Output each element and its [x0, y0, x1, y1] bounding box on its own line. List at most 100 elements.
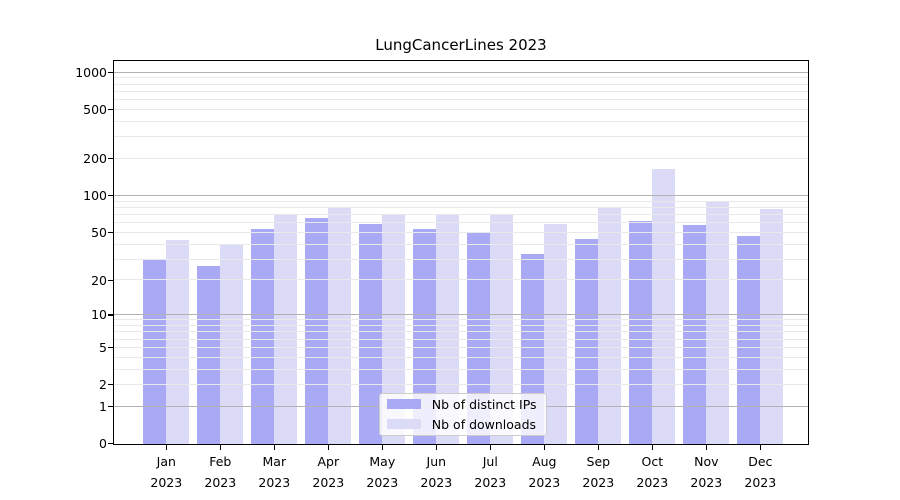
bar-ips-sep [574, 239, 599, 444]
y-tick-label: 1 [99, 399, 107, 415]
y-tick-mark [107, 384, 114, 386]
minor-gridline [114, 338, 808, 340]
minor-gridline [114, 222, 808, 224]
bar-ips-may [358, 224, 383, 444]
y-tick-label: 20 [91, 272, 107, 288]
x-tick-mark [165, 445, 167, 450]
bar-downloads-dec [760, 209, 784, 444]
x-tick-month: Jul [482, 454, 498, 469]
x-tick-label: Aug 2023 [517, 451, 571, 493]
x-tick-mark [327, 445, 329, 450]
legend-entry-downloads: Nb of downloads [386, 416, 539, 432]
x-tick-mark [759, 445, 761, 450]
chart-title: LungCancerLines 2023 [375, 36, 547, 54]
bar-downloads-jul [490, 213, 514, 444]
minor-gridline [114, 231, 808, 233]
x-tick-year: 2023 [150, 475, 183, 490]
minor-gridline [114, 158, 808, 160]
x-tick-month: May [369, 454, 396, 469]
plot-area: Nb of distinct IPs Nb of downloads [113, 60, 809, 445]
x-tick-label: Feb 2023 [193, 451, 247, 493]
x-tick-label: Sep 2023 [571, 451, 625, 493]
minor-gridline [114, 279, 808, 281]
y-tick-mark [107, 71, 114, 74]
x-tick-month: Feb [209, 454, 232, 469]
x-tick-year: 2023 [744, 475, 777, 490]
x-tick-label: Jul 2023 [463, 451, 517, 493]
x-tick-label: Nov 2023 [679, 451, 733, 493]
bar-downloads-nov [706, 202, 730, 444]
legend-entry-distinct-ips: Nb of distinct IPs [386, 396, 539, 412]
x-tick-month: Mar [262, 454, 287, 469]
y-tick-mark [107, 405, 114, 408]
legend-label-distinct-ips: Nb of distinct IPs [431, 396, 537, 412]
bar-downloads-oct [652, 168, 676, 444]
minor-gridline [114, 99, 808, 101]
legend: Nb of distinct IPs Nb of downloads [378, 392, 547, 436]
minor-gridline [114, 346, 808, 348]
minor-gridline [114, 206, 808, 208]
x-tick-year: 2023 [528, 475, 561, 490]
bar-downloads-may [382, 213, 406, 444]
minor-gridline [114, 120, 808, 122]
x-tick-month: Nov [694, 454, 719, 469]
y-tick-label: 2 [99, 377, 107, 393]
bar-ips-apr [304, 218, 329, 444]
y-tick-label: 5 [99, 340, 107, 355]
bar-downloads-feb [220, 244, 244, 444]
y-tick-mark [107, 231, 114, 234]
x-tick-month: Dec [748, 454, 773, 469]
x-tick-month: Aug [532, 454, 557, 469]
x-tick-year: 2023 [204, 475, 237, 490]
gridlines-layer [114, 61, 808, 444]
x-tick-year: 2023 [636, 475, 669, 490]
x-tick-year: 2023 [582, 475, 615, 490]
bar-downloads-jun [436, 215, 460, 444]
bar-downloads-mar [274, 214, 298, 444]
x-tick-mark [489, 445, 491, 450]
bar-ips-dec [736, 235, 761, 444]
x-tick-year: 2023 [474, 475, 507, 490]
x-tick-mark [435, 445, 437, 450]
bar-ips-mar [250, 229, 275, 444]
minor-gridline [114, 214, 808, 215]
minor-gridline [114, 331, 808, 333]
x-tick-label: Jan 2023 [139, 451, 193, 493]
minor-gridline [114, 108, 808, 110]
x-tick-mark [597, 445, 599, 450]
legend-label-downloads: Nb of downloads [431, 416, 537, 432]
minor-gridline [114, 83, 808, 85]
legend-swatch-distinct-ips [386, 399, 421, 410]
y-tick-mark [107, 314, 114, 316]
y-tick-label: 500 [83, 102, 107, 118]
major-gridline [114, 195, 808, 197]
x-tick-label: Apr 2023 [301, 451, 355, 493]
x-tick-year: 2023 [258, 475, 291, 490]
x-tick-mark [273, 445, 275, 450]
y-tick-label: 50 [91, 224, 107, 240]
y-tick-mark [107, 346, 114, 349]
x-tick-label: Dec 2023 [733, 451, 787, 493]
minor-gridline [114, 319, 808, 321]
minor-gridline [114, 384, 808, 386]
bar-ips-jun [412, 229, 437, 444]
x-tick-label: Jun 2023 [409, 451, 463, 493]
x-tick-month: Apr [317, 454, 340, 469]
x-tick-mark [381, 445, 383, 450]
minor-gridline [114, 136, 808, 138]
x-tick-mark [543, 445, 545, 450]
bars-layer [114, 61, 808, 444]
y-tick-mark [107, 109, 114, 111]
minor-gridline [114, 200, 808, 202]
x-tick-year: 2023 [366, 475, 399, 490]
y-tick-mark [107, 195, 114, 197]
bar-downloads-jan [166, 240, 190, 444]
x-tick-year: 2023 [420, 475, 453, 490]
bar-downloads-aug [544, 224, 568, 444]
y-tick-mark [107, 279, 114, 281]
bar-ips-feb [196, 266, 221, 444]
minor-gridline [114, 325, 808, 326]
x-tick-year: 2023 [312, 475, 345, 490]
x-tick-month: Jun [426, 454, 447, 469]
minor-gridline [114, 356, 808, 358]
